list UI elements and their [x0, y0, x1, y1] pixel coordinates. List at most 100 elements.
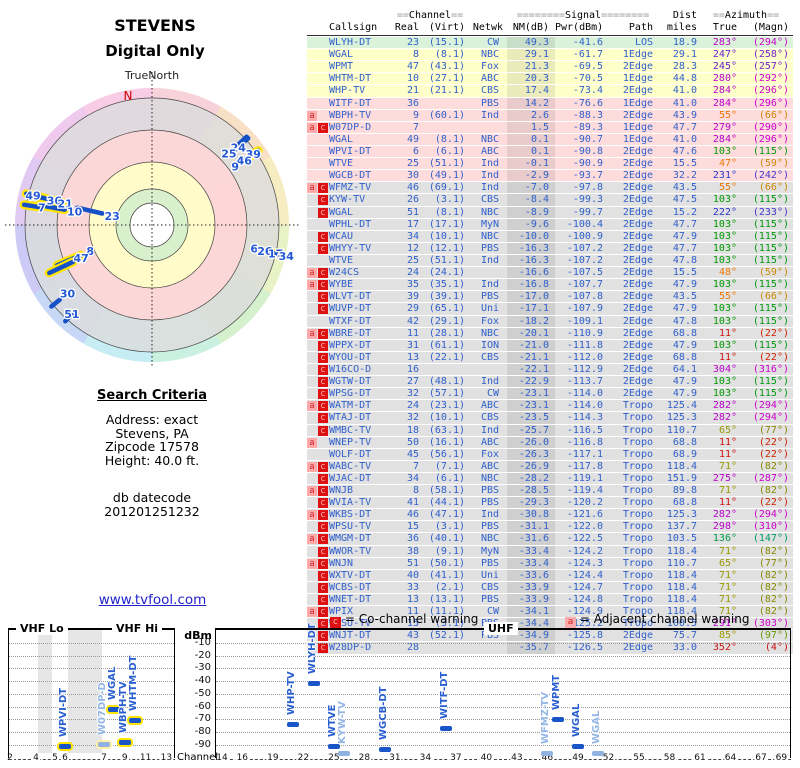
power-cell: -61.7 — [572, 49, 603, 61]
miles-cell: 41.0 — [672, 85, 697, 97]
adjacent-warning-cell — [307, 158, 318, 169]
callsign-cell: WPVI-DT — [329, 145, 372, 157]
magnetic-azimuth-cell: (233°) — [752, 206, 789, 218]
path-cell: 2Edge — [622, 145, 653, 157]
virtual-channel-cell: (7.1) — [434, 460, 465, 472]
radar-channel-label: 8 — [86, 245, 94, 258]
path-cell: Tropo — [622, 569, 653, 581]
miles-cell: 110.7 — [666, 424, 697, 436]
table-row: WGAL 8 (8.1) NBC 29.1 -61.7 1Edge 29.1 247° (258°… — [307, 49, 793, 62]
co-warning-cell: c — [318, 485, 329, 497]
co-warning-icon: c — [318, 268, 328, 279]
real-channel-cell: 10 — [406, 73, 419, 85]
real-channel-cell: 39 — [406, 291, 419, 303]
co-warning-cell: c — [318, 546, 329, 557]
real-channel-cell: 25 — [406, 158, 419, 170]
callsign-cell: WABC-TV — [329, 460, 372, 472]
channel-tick-label: 6 — [61, 753, 69, 763]
db-datecode-value: 201201251232 — [104, 503, 200, 519]
radar-subtitle: Digital Only — [105, 42, 205, 60]
true-azimuth-cell: 291° — [712, 618, 737, 630]
callsign-cell: KYW-TV — [329, 194, 366, 206]
power-cell: -119.1 — [566, 472, 603, 484]
true-azimuth-cell: 55° — [718, 291, 737, 303]
signal-bar — [287, 721, 300, 727]
path-cell: 2Edge — [622, 388, 653, 400]
table-row: WTVE 25 (51.1) Ind -16.3 -107.2 2Edge 47.8 103° (… — [307, 254, 793, 268]
miles-cell: 118.4 — [666, 581, 697, 593]
radar-channel-label: 10 — [67, 205, 83, 218]
bar-callsign-label: WPVI-DT — [58, 687, 69, 737]
adjacent-warning-cell — [307, 49, 318, 60]
power-cell: -111.8 — [566, 339, 603, 351]
virtual-channel-cell: (8.1) — [434, 49, 465, 61]
bar-callsign-label: WGAL — [571, 703, 582, 737]
co-warning-cell — [318, 449, 329, 460]
adjacent-warning-cell — [307, 618, 318, 629]
co-warning-cell — [318, 316, 329, 327]
radar-channel-label: 36 — [47, 195, 63, 208]
path-cell: 2Edge — [622, 315, 653, 327]
network-cell: PBS — [480, 594, 499, 606]
virtual-channel-cell: (27.1) — [428, 73, 465, 85]
adjacent-warning-cell: a — [307, 267, 318, 279]
table-row: a c WYBE 35 (35.1) Ind -16.8 -107.7 2Edge 47.9 103… — [307, 279, 793, 292]
tvfool-link[interactable]: www.tvfool.com — [98, 592, 207, 608]
path-cell: Tropo — [622, 448, 653, 460]
signal-bar — [541, 751, 554, 756]
true-azimuth-cell: 103° — [712, 254, 737, 266]
magnetic-azimuth-cell: (257°) — [752, 61, 789, 73]
real-channel-cell: 46 — [406, 182, 419, 194]
co-warning-cell: c — [318, 207, 329, 218]
nm-cell: -33.6 — [507, 569, 555, 581]
magnetic-azimuth-cell: (115°) — [752, 145, 789, 157]
co-warning-icon: c — [318, 510, 328, 521]
path-cell: 2Edge — [622, 206, 653, 218]
db-datecode: db datecode 201201251232 — [27, 491, 277, 518]
true-azimuth-cell: 304° — [712, 363, 737, 375]
network-cell: Ind — [480, 158, 499, 170]
nm-cell: -23.1 — [507, 400, 555, 412]
table-row: WTXF-DT 42 (29.1) Fox -18.2 -109.1 2Edge 47.8 10… — [307, 315, 793, 328]
bar-callsign-label: WTVE — [326, 704, 338, 737]
network-cell: CBS — [480, 85, 499, 97]
gridline — [9, 706, 174, 708]
callsign-cell: WBPH-TV — [329, 109, 372, 121]
callsign-cell: WKBS-DT — [329, 509, 372, 521]
bar-callsign-label: WPMT — [550, 674, 562, 710]
network-cell: ABC — [480, 436, 499, 448]
callsign-cell: W24CS — [329, 267, 360, 279]
gridline — [9, 668, 174, 670]
signal-bar — [108, 706, 121, 712]
real-channel-cell: 24 — [406, 267, 419, 279]
callsign-cell: WGAL — [329, 133, 354, 145]
real-channel-cell: 16 — [406, 363, 419, 375]
callsign-cell: WHYY-TV — [329, 242, 372, 254]
virtual-channel-cell: (11.1) — [428, 606, 465, 618]
uhf-left-border — [215, 628, 216, 758]
gridline — [216, 719, 790, 721]
gridline — [216, 693, 790, 695]
table-row: c WUVP-DT 29 (65.1) Uni -17.1 -107.9 2Edge 47.9 1… — [307, 303, 793, 316]
co-warning-cell — [318, 219, 329, 230]
adjacent-warning-cell — [307, 170, 318, 181]
power-cell: -69.5 — [572, 61, 603, 73]
magnetic-azimuth-cell: (4°) — [764, 642, 789, 654]
adjacent-warning-cell — [307, 243, 318, 254]
vhf-hi-label: VHF Hi — [112, 622, 163, 635]
virtual-channel-cell: (43.1) — [428, 61, 465, 73]
co-warning-cell: c — [318, 630, 329, 642]
adjacent-warning-cell — [307, 85, 318, 96]
nm-cell: -23.1 — [507, 388, 555, 400]
power-cell: -124.7 — [566, 581, 603, 593]
callsign-cell: WLVT-DT — [329, 291, 372, 303]
network-cell: Uni — [480, 303, 499, 315]
path-cell: 2Edge — [622, 351, 653, 363]
table-row: c WPSU-TV 15 (3.1) PBS -34.4 -125.2 Tropo 100.5 2… — [307, 618, 793, 631]
co-warning-cell: c — [318, 303, 329, 315]
miles-cell: 89.8 — [672, 485, 697, 497]
path-cell: Tropo — [622, 424, 653, 436]
co-warning-cell — [318, 98, 329, 109]
magnetic-azimuth-cell: (22°) — [758, 327, 789, 339]
